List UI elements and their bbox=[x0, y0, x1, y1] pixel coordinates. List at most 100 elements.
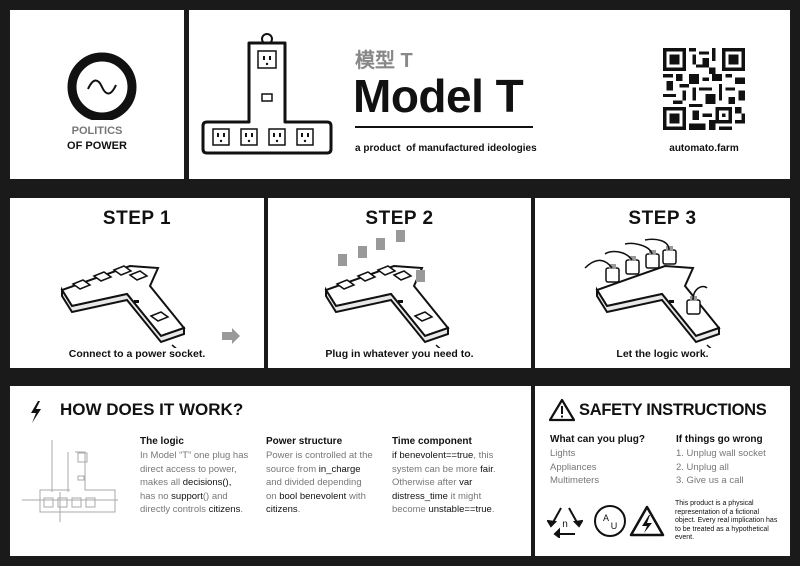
time-line: if benevolent==true, this bbox=[392, 449, 522, 463]
code-term: in_charge bbox=[318, 463, 361, 475]
wrong-item: 3. Give us a call bbox=[676, 475, 744, 486]
how-heading: HOW DOES IT WORK? bbox=[60, 400, 244, 419]
code-term: var bbox=[459, 477, 473, 488]
logic-column: The logic In Model “T” one plug has dire… bbox=[140, 436, 262, 517]
wrong-item: 1. Unplug wall socket bbox=[676, 448, 766, 459]
code-term: support bbox=[171, 490, 203, 502]
structure-line: on bool benevolent with bbox=[266, 490, 388, 504]
step-3-panel: STEP 3 Let the logic work. bbox=[535, 198, 790, 368]
qr-code-icon bbox=[663, 48, 745, 130]
step-1-panel: STEP 1 Connect to a power socket. bbox=[10, 198, 264, 368]
step-1-title: STEP 1 bbox=[102, 208, 172, 229]
time-line: Otherwise after var bbox=[392, 476, 522, 490]
plug-item: Appliances bbox=[550, 461, 597, 473]
time-line: become unstable==true. bbox=[392, 503, 522, 517]
website-link[interactable]: automato.farm bbox=[669, 143, 739, 154]
title-underline bbox=[355, 126, 533, 128]
disclaimer-line: event. bbox=[675, 534, 695, 542]
text-span: . bbox=[492, 463, 496, 475]
lightning-icon bbox=[31, 401, 41, 423]
text-span: on bbox=[266, 490, 280, 502]
safety-heading: SAFETY INSTRUCTIONS bbox=[579, 401, 767, 419]
title-chinese: 模型 T bbox=[355, 50, 413, 72]
text-span: become bbox=[392, 504, 429, 515]
disclaimer: This product is a physical representatio… bbox=[675, 500, 787, 543]
disclaimer-line: representation of a fictional bbox=[675, 508, 760, 516]
step-3-illustration bbox=[584, 238, 721, 348]
structure-line: Power is controlled at the bbox=[266, 450, 373, 461]
text-span: , this bbox=[473, 450, 494, 461]
code-term: fair bbox=[480, 463, 493, 475]
page-title: Model T bbox=[353, 70, 524, 122]
logic-line: direct access to power, bbox=[140, 463, 237, 475]
structure-title: Power structure bbox=[266, 436, 343, 447]
disclaimer-line: to be treated as a hypothetical bbox=[675, 525, 769, 533]
text-span: Otherwise after bbox=[392, 477, 460, 488]
text-span: directly controls bbox=[140, 504, 209, 515]
time-line: system can be more fair. bbox=[392, 463, 522, 477]
text-span: makes all bbox=[140, 477, 183, 488]
brand-line-2: OF POWER bbox=[67, 140, 127, 152]
time-title: Time component bbox=[392, 436, 472, 447]
high-voltage-icon bbox=[629, 505, 665, 537]
plug-title: What can you plug? bbox=[550, 434, 645, 445]
structure-line: citizens. bbox=[266, 503, 388, 517]
recycle-triangle-icon: n bbox=[547, 507, 583, 538]
code-term: benevolent==true bbox=[399, 450, 474, 461]
subtitle: a product of manufactured ideologies bbox=[355, 143, 537, 154]
au-letter-a: A bbox=[603, 513, 609, 523]
text-span: . bbox=[240, 504, 243, 515]
logic-title: The logic bbox=[140, 436, 184, 447]
time-text: if benevolent==true, this system can be … bbox=[392, 449, 522, 517]
brand-name: POLITICS OF POWER bbox=[10, 124, 184, 154]
brand-line-1: POLITICS bbox=[71, 125, 123, 137]
warning-icon bbox=[549, 398, 575, 422]
text-span: () and bbox=[202, 490, 228, 502]
logic-line: In Model “T” one plug has bbox=[140, 450, 249, 461]
code-term: if bbox=[392, 450, 400, 461]
logic-line: directly controls citizens. bbox=[140, 503, 262, 517]
structure-line: source from in_charge bbox=[266, 463, 388, 477]
logic-line: has no support() and bbox=[140, 490, 262, 504]
text-span: (), bbox=[222, 477, 232, 488]
structure-line: and divided depending bbox=[266, 477, 362, 488]
logic-text: In Model “T” one plug has direct access … bbox=[140, 449, 262, 517]
step-2-caption: Plug in whatever you need to. bbox=[325, 348, 474, 360]
text-span: with bbox=[346, 490, 366, 502]
wrong-title: If things go wrong bbox=[676, 434, 763, 445]
step-3-caption: Let the logic work. bbox=[616, 348, 709, 360]
structure-text: Power is controlled at the source from i… bbox=[266, 449, 388, 517]
plug-item: Lights bbox=[550, 448, 576, 459]
plug-item: Multimeters bbox=[550, 475, 600, 486]
text-span: . bbox=[297, 504, 301, 515]
power-logo-icon bbox=[67, 52, 137, 120]
text-span: . bbox=[491, 504, 495, 515]
code-term: decisions bbox=[182, 477, 223, 488]
step-1-caption: Connect to a power socket. bbox=[68, 348, 206, 360]
wrong-item: 2. Unplug all bbox=[676, 461, 729, 473]
plug-list: What can you plug? Lights Appliances Mul… bbox=[550, 434, 645, 488]
au-circle-icon: A U bbox=[594, 505, 626, 537]
code-term: bool benevolent bbox=[279, 490, 347, 502]
structure-column: Power structure Power is controlled at t… bbox=[266, 436, 388, 517]
step-2-title: STEP 2 bbox=[365, 208, 434, 229]
safety-panel: SAFETY INSTRUCTIONS What can you plug? L… bbox=[535, 386, 790, 556]
au-letter-u: U bbox=[611, 521, 618, 531]
text-span: system can be more bbox=[392, 463, 481, 475]
logic-line: makes all decisions(), bbox=[140, 476, 262, 490]
time-line: distress_time it might bbox=[392, 490, 522, 504]
code-term: citizens bbox=[266, 504, 298, 515]
logo-panel: POLITICS OF POWER bbox=[10, 10, 184, 179]
disclaimer-line: object. Every real implication has bbox=[675, 517, 778, 525]
disclaimer-line: This product is a physical bbox=[675, 500, 754, 507]
logic-diagram bbox=[22, 440, 118, 522]
text-span: has no bbox=[140, 490, 172, 502]
code-term: citizens bbox=[208, 504, 241, 515]
text-span: source from bbox=[266, 463, 319, 475]
code-term: distress_time bbox=[392, 490, 448, 502]
recycle-letter: n bbox=[562, 519, 568, 530]
time-column: Time component if benevolent==true, this… bbox=[392, 436, 522, 517]
how-it-works-panel: HOW DOES IT WORK? The logic In Model “T”… bbox=[10, 386, 531, 556]
t-plug-illustration bbox=[201, 33, 333, 155]
step-1-illustration bbox=[60, 264, 240, 348]
